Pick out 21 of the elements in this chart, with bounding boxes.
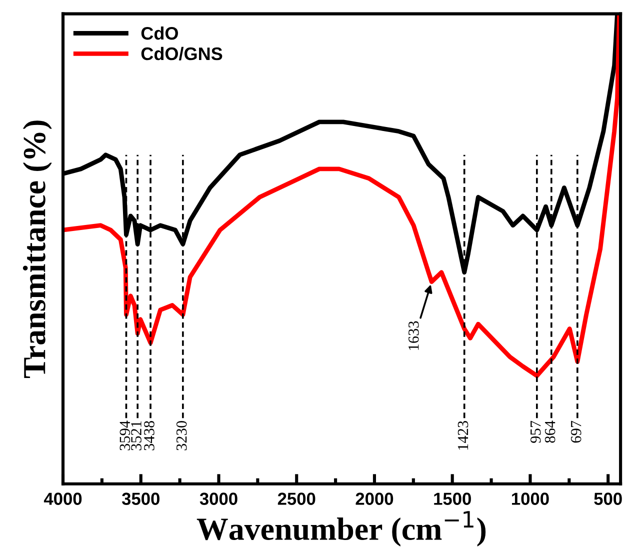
x-axis-title: Wavenumber (cm$^{−1}$)	[196, 511, 486, 547]
ref-line-label: 3230	[176, 421, 187, 450]
x-tick-label: 2500	[278, 492, 316, 505]
x-tick-label: 2000	[356, 492, 394, 505]
ref-line-label: 3594	[120, 420, 130, 450]
x-tick-label: 1000	[512, 492, 549, 505]
ref-line-label: 3521	[131, 421, 142, 450]
ref-line-label: 697	[570, 420, 582, 443]
ref-line-label: 957	[530, 420, 541, 443]
ref-line-label: 864	[544, 420, 556, 443]
ref-line-label: 3438	[144, 421, 154, 450]
x-tick-label: 3000	[200, 492, 238, 505]
x-tick-label: 1500	[434, 492, 471, 505]
x-tick-label: 3500	[122, 492, 160, 505]
y-axis-title: Transmittance (%)	[22, 120, 52, 378]
x-tick-label: 4000	[44, 492, 82, 505]
legend-label: CdO/GNS	[141, 46, 222, 60]
legend-label: CdO	[141, 26, 178, 40]
annotation: 1633	[408, 321, 419, 350]
ref-line-label: 1423	[458, 421, 468, 450]
x-tick-label: 500	[594, 492, 622, 505]
